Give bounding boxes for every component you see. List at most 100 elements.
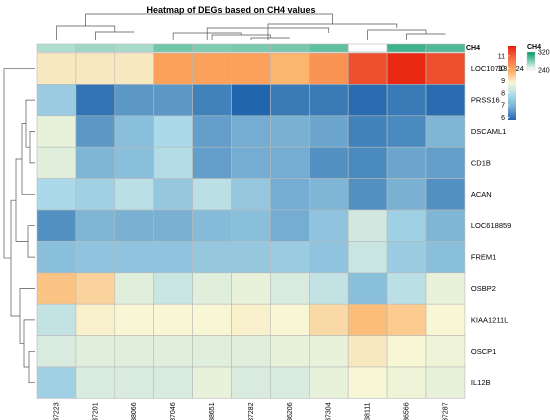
annotation-cell xyxy=(425,43,466,53)
heatmap-cell xyxy=(36,241,77,274)
heatmap-cell xyxy=(75,335,116,368)
heatmap-cell xyxy=(308,209,349,242)
heatmap-cell xyxy=(192,366,232,399)
ch4-tick-label: 240 xyxy=(538,68,550,75)
heatmap-cell xyxy=(270,146,310,179)
ch4-scale-bar xyxy=(526,51,536,71)
heatmap-cell xyxy=(114,272,155,305)
heatmap-cell xyxy=(192,335,232,368)
heatmap-cell xyxy=(153,335,193,368)
heatmap-cell xyxy=(75,84,116,117)
heatmap-cell xyxy=(270,52,310,85)
row-label: ACAN xyxy=(471,190,492,199)
heatmap-cell xyxy=(153,115,193,148)
heatmap-cell xyxy=(308,178,349,211)
column-label: 38066 xyxy=(131,402,138,420)
row-label: CD1B xyxy=(471,158,491,167)
heatmap-cell xyxy=(75,178,116,211)
scale-tick-label: 10 xyxy=(497,66,505,73)
row-dendrogram-branch xyxy=(19,288,35,344)
column-dendrogram-branch xyxy=(211,34,271,40)
annotation-cell xyxy=(308,43,349,53)
heatmap-cell xyxy=(347,366,388,399)
heatmap-cell xyxy=(75,52,116,85)
heatmap-cell xyxy=(308,52,349,85)
heatmap-cell xyxy=(231,241,271,274)
row-label: OSCP1 xyxy=(471,347,496,356)
row-dendrogram xyxy=(3,68,35,384)
heatmap-cell xyxy=(270,366,310,399)
heatmap-cell xyxy=(114,115,155,148)
heatmap-cell xyxy=(270,178,310,211)
heatmap-cell xyxy=(114,84,155,117)
heatmap-cell xyxy=(347,178,388,211)
heatmap-cell xyxy=(75,115,116,148)
scale-tick-label: 6 xyxy=(501,115,505,122)
annotation-cell xyxy=(386,43,427,53)
heatmap-cell xyxy=(231,303,271,336)
row-label: KIAA1211L xyxy=(471,315,508,324)
heatmap-cell xyxy=(347,115,388,148)
heatmap-cell xyxy=(270,115,310,148)
heatmap-cell xyxy=(36,52,77,85)
ch4-legend-title: CH4 xyxy=(527,44,541,51)
heatmap-cell xyxy=(425,52,466,85)
heatmap-cell xyxy=(386,84,427,117)
color-legend: 6 7 8 9 10 11 xyxy=(497,46,516,122)
heatmap-cell xyxy=(153,178,193,211)
heatmap-cell xyxy=(75,366,116,399)
heatmap-cell xyxy=(347,272,388,305)
heatmap-cell xyxy=(153,52,193,85)
heatmap-cell xyxy=(231,84,271,117)
heatmap-cell xyxy=(347,303,388,336)
annotation-cell xyxy=(270,43,310,53)
heatmap-cell xyxy=(36,209,77,242)
heatmap-cell xyxy=(192,84,232,117)
heatmap-cell xyxy=(425,335,466,368)
annotation-cell xyxy=(75,43,116,53)
row-dendrogram-branch xyxy=(10,199,20,317)
heatmap-cell xyxy=(36,146,77,179)
column-dendrogram-branch xyxy=(56,25,116,40)
heatmap-cell xyxy=(425,146,466,179)
row-label: LOC107131224 xyxy=(471,64,524,73)
column-label: 37287 xyxy=(442,402,449,420)
heatmap-cell xyxy=(231,146,271,179)
heatmap-cell xyxy=(308,84,349,117)
heatmap-cell xyxy=(425,115,466,148)
heatmap-cell xyxy=(231,178,271,211)
column-label: 38111 xyxy=(365,402,372,420)
heatmap-cell xyxy=(270,303,310,336)
heatmap-cell xyxy=(425,209,466,242)
scale-tick-label: 8 xyxy=(501,90,505,97)
heatmap-cell xyxy=(386,115,427,148)
heatmap-cell xyxy=(114,303,155,336)
heatmap-cell xyxy=(192,272,232,305)
heatmap-cell xyxy=(270,272,310,305)
heatmap-cell xyxy=(153,209,193,242)
heatmap-cell xyxy=(270,84,310,117)
column-dendrogram xyxy=(56,13,446,40)
row-dendrogram-branch xyxy=(27,225,35,258)
heatmap-cell xyxy=(114,146,155,179)
heatmap-cell xyxy=(114,209,155,242)
heatmap-cell xyxy=(36,84,77,117)
heatmap-cell xyxy=(386,335,427,368)
row-label: PRSS16 xyxy=(471,96,500,105)
heatmap-cell xyxy=(36,366,77,399)
heatmap-cell xyxy=(231,366,271,399)
heatmap-cell xyxy=(192,115,232,148)
heatmap-cell xyxy=(425,178,466,211)
ch4-tick-label: 320 xyxy=(538,50,550,57)
heatmap-cell xyxy=(36,303,77,336)
scale-tick-label: 7 xyxy=(501,103,505,110)
heatmap-cell xyxy=(75,209,116,242)
heatmap-cell xyxy=(308,241,349,274)
heatmap-cell xyxy=(386,272,427,305)
heatmap-cell xyxy=(308,272,349,305)
row-label: IL12B xyxy=(471,378,491,387)
heatmap-cell xyxy=(386,52,427,85)
heatmap-cell xyxy=(425,303,466,336)
heatmap-cell xyxy=(347,84,388,117)
annotation-cell xyxy=(36,43,77,53)
